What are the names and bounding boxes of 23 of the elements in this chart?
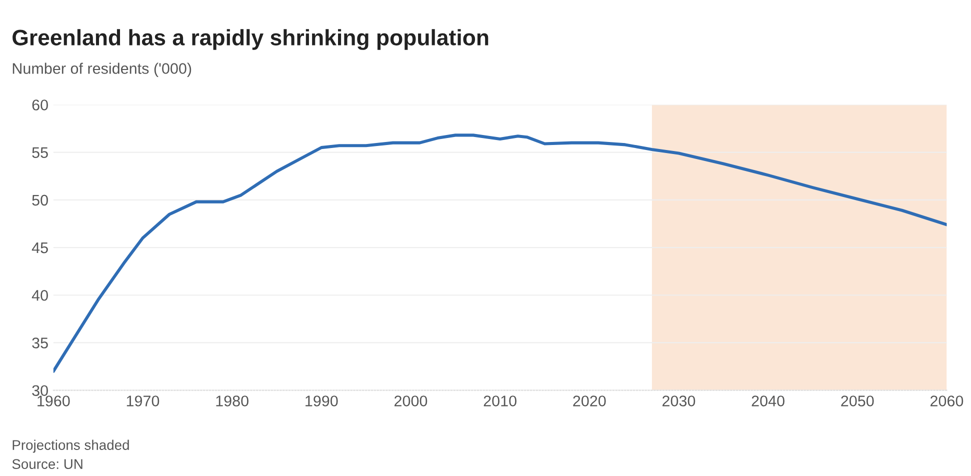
x-tick-label: 1980 <box>216 396 248 406</box>
x-tick-label: 1970 <box>126 396 160 406</box>
source-note: Source: UN <box>12 459 82 469</box>
x-tick-label: 2010 <box>484 396 516 406</box>
y-tick-label: 45 <box>32 242 48 254</box>
y-tick-label: 60 <box>32 100 48 110</box>
x-tick-label: 2030 <box>662 396 696 406</box>
x-tick-label: 2000 <box>394 396 428 406</box>
chart-title: Greenland has a rapidly shrinking population <box>12 29 488 50</box>
y-tick-label: 55 <box>32 147 48 158</box>
x-tick-label: 2050 <box>841 396 874 406</box>
y-tick-label: 40 <box>32 290 48 301</box>
y-tick-label: 35 <box>32 338 48 348</box>
text: Projections shaded <box>12 440 129 453</box>
x-tick-label: 2020 <box>573 396 606 406</box>
x-tick-label: 1960 <box>38 396 70 406</box>
chart-subtitle: Number of residents ('000) <box>12 62 192 77</box>
line-series <box>53 134 947 373</box>
y-tick-label: 50 <box>32 194 48 206</box>
y-tick-label: 30 <box>32 385 48 396</box>
x-tick-label: 2040 <box>752 396 784 406</box>
x-tick-label: 1990 <box>306 396 338 406</box>
x-tick-label: 2060 <box>930 396 964 406</box>
